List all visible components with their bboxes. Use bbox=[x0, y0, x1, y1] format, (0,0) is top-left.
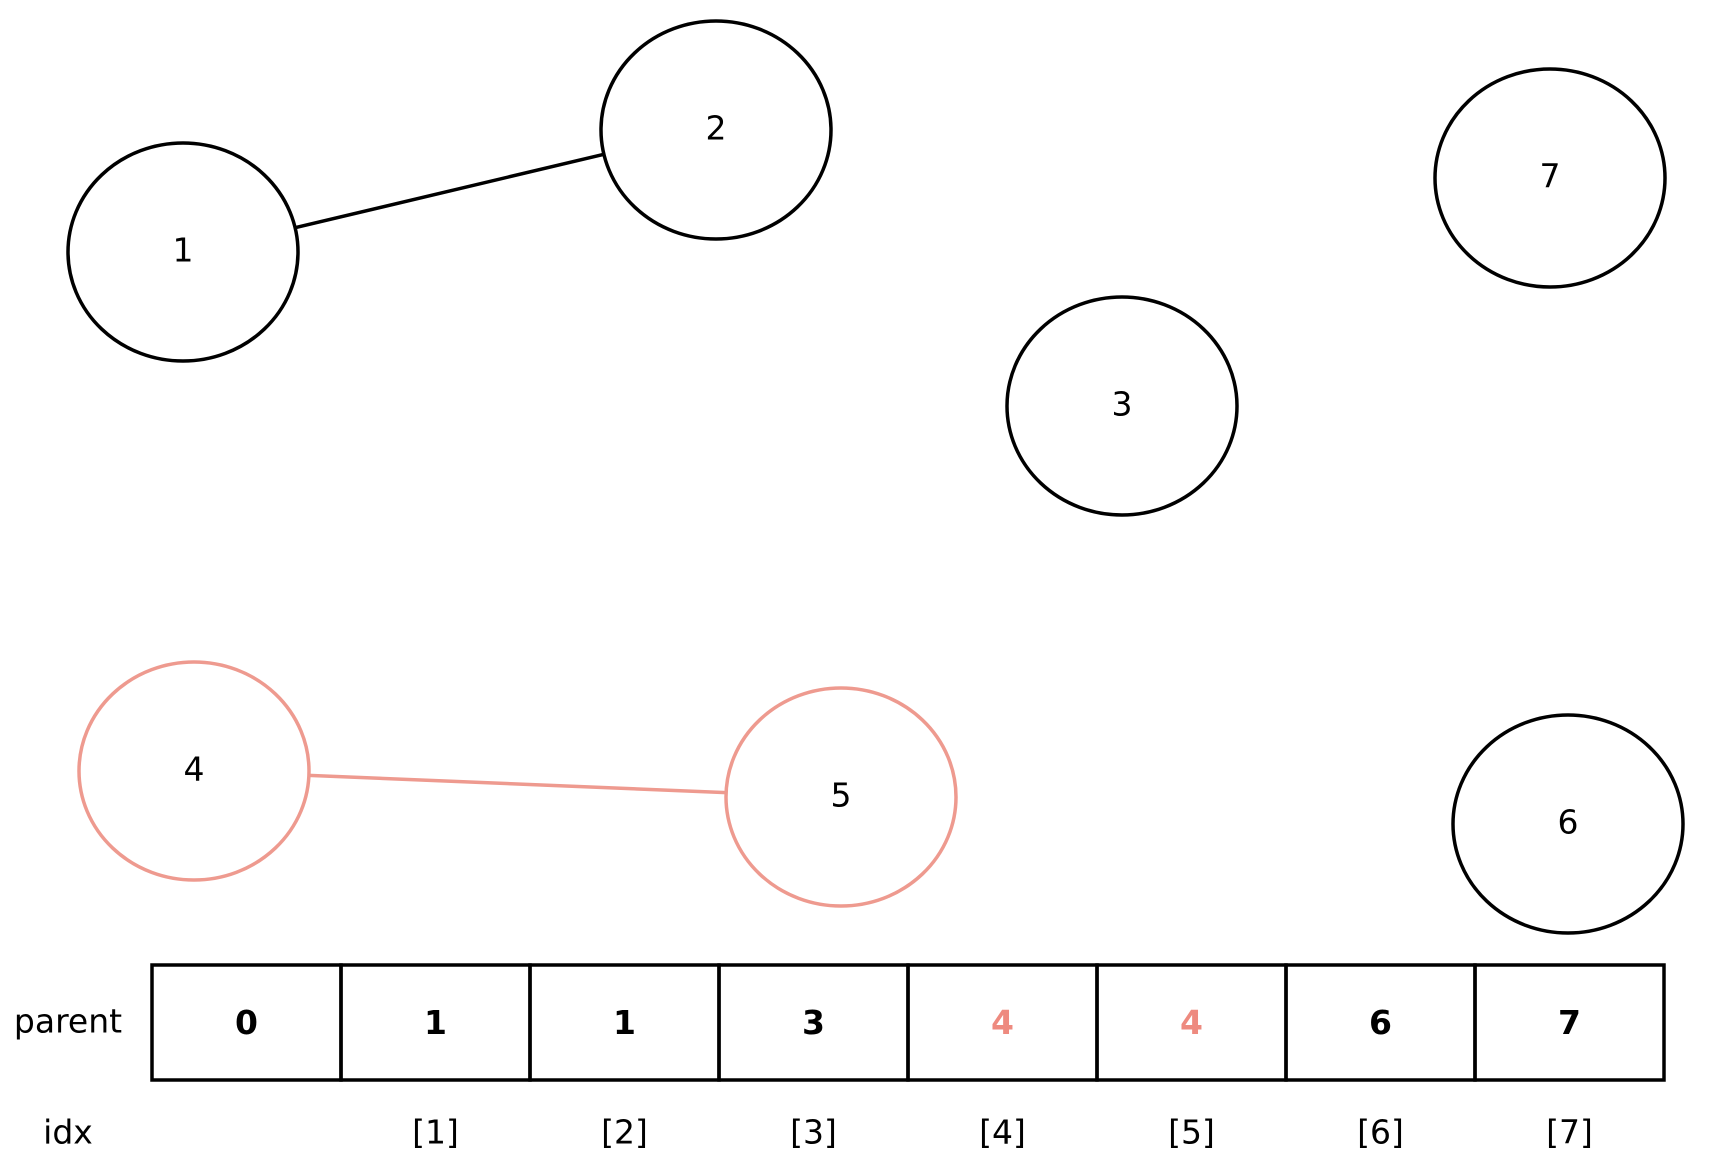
node bbox=[1005, 295, 1239, 517]
row-label: parent bbox=[14, 1002, 122, 1041]
node-label: 3 bbox=[1112, 385, 1133, 424]
cell-value: 7 bbox=[1558, 1003, 1581, 1042]
node-label: 7 bbox=[1540, 157, 1561, 196]
node-label: 4 bbox=[184, 750, 205, 789]
cell-value: 1 bbox=[424, 1003, 447, 1042]
index-value: [3] bbox=[790, 1113, 837, 1152]
node-label: 5 bbox=[831, 776, 852, 815]
table-cell bbox=[1473, 963, 1666, 1082]
index-value: [2] bbox=[601, 1113, 648, 1152]
node-label: 2 bbox=[706, 109, 727, 148]
node bbox=[724, 686, 958, 908]
node bbox=[1433, 67, 1667, 289]
index-value: [6] bbox=[1357, 1113, 1404, 1152]
index-value: [4] bbox=[979, 1113, 1026, 1152]
cell-value: 4 bbox=[991, 1003, 1014, 1042]
index-value: [1] bbox=[412, 1113, 459, 1152]
cell-value: 3 bbox=[802, 1003, 825, 1042]
node bbox=[77, 660, 311, 882]
cell-value: 6 bbox=[1369, 1003, 1392, 1042]
node-label: 6 bbox=[1558, 803, 1579, 842]
index-label: idx bbox=[43, 1113, 93, 1152]
edge bbox=[294, 152, 605, 230]
cell-value: 0 bbox=[235, 1003, 258, 1042]
node bbox=[1451, 713, 1685, 935]
node bbox=[66, 141, 300, 363]
node bbox=[599, 19, 833, 241]
edge bbox=[308, 773, 727, 795]
node-label: 1 bbox=[173, 231, 194, 270]
cell-value: 4 bbox=[1180, 1003, 1203, 1042]
index-value: [5] bbox=[1168, 1113, 1215, 1152]
index-value: [7] bbox=[1546, 1113, 1593, 1152]
cell-value: 1 bbox=[613, 1003, 636, 1042]
